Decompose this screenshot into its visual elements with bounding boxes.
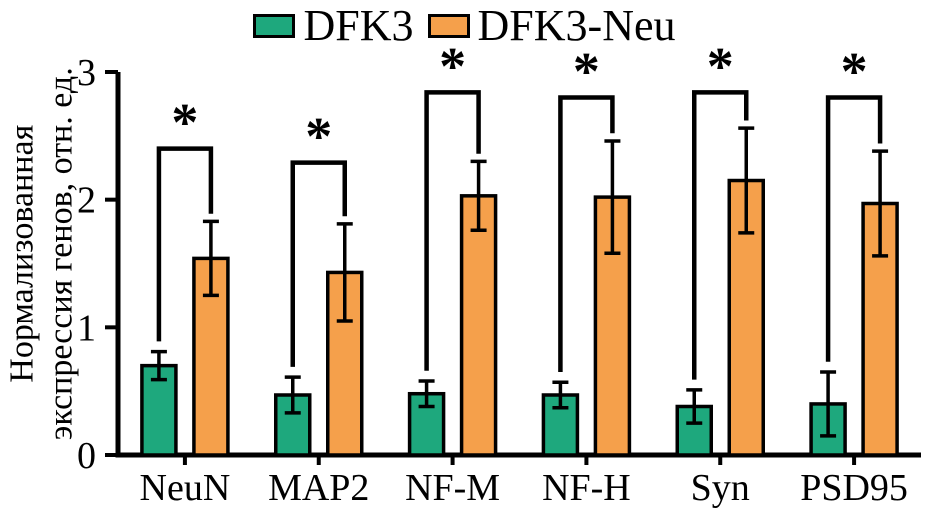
significance-asterisk: * [171,93,198,153]
y-tick-label: 1 [77,307,96,349]
significance-asterisk: * [573,42,600,102]
significance-asterisk: * [841,42,868,102]
legend: DFK3 DFK3-Neu [0,0,929,52]
x-category-label: MAP2 [268,467,369,508]
legend-swatch-dfk3 [253,14,296,38]
significance-asterisk: * [439,36,466,96]
x-category-label: Syn [691,467,750,508]
significance-bracket [156,146,214,342]
legend-label-dfk3: DFK3 [303,1,414,50]
x-category-label: NF-H [542,467,631,508]
significance-bracket [424,90,481,371]
legend-label-dfk3neu: DFK3-Neu [477,1,676,50]
y-tick-label: 0 [77,435,96,477]
significance-bracket [290,160,347,367]
y-tick-label: 3 [77,52,96,94]
significance-asterisk: * [707,36,734,96]
significance-bracket [825,95,883,362]
significance-bracket [692,90,749,380]
axes [115,72,921,458]
x-category-label: PSD95 [800,467,908,508]
x-category-label: NF-M [405,467,500,508]
significance-bracket [558,95,615,373]
bar [459,194,498,457]
x-category-label: NeuN [140,467,231,508]
significance-asterisk: * [305,107,332,167]
legend-swatch-dfk3neu [427,14,470,38]
y-tick-label: 2 [77,180,96,222]
